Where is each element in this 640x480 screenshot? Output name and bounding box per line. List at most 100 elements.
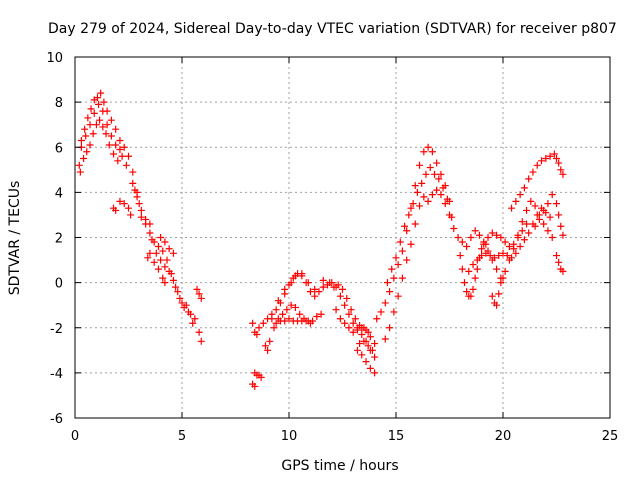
data-point [302,317,310,325]
data-point [336,292,344,300]
data-point [99,123,107,131]
data-point [527,197,535,205]
data-point [368,346,376,354]
data-point [484,234,492,241]
data-point [394,261,402,269]
data-point [422,170,430,178]
data-point [311,285,319,293]
data-point [401,222,409,230]
data-point [189,319,197,327]
data-point [349,328,357,336]
data-point [471,274,479,282]
data-point [253,331,261,339]
data-point [505,256,513,264]
data-point [418,179,426,187]
data-point [146,249,154,257]
data-point [172,283,180,291]
data-point [501,238,509,246]
data-point [193,285,201,293]
data-point [390,274,398,282]
data-point [409,200,417,208]
data-point [112,206,120,214]
data-point [298,270,306,278]
data-point [97,89,105,97]
data-point [161,263,169,271]
data-point [501,267,509,275]
data-point [154,243,162,251]
data-point [540,206,548,214]
data-point [454,234,462,241]
y-tick-label: 2 [55,232,63,247]
data-point [403,256,411,264]
data-point [460,279,468,287]
data-point [469,261,477,269]
data-point [112,141,120,149]
y-tick-label: 4 [55,186,63,201]
data-point [122,161,130,169]
data-point [559,267,567,275]
data-point [105,141,113,149]
data-point [443,195,451,203]
data-point [488,292,496,300]
data-point [195,328,203,336]
axes: 0 5 10 15 20 25 -6 -4 -2 0 2 4 6 8 10 [46,51,618,444]
data-point [467,234,475,241]
data-point [120,200,128,208]
data-point [345,310,353,318]
data-point [261,342,269,350]
data-point [161,279,169,287]
y-tick-label: 8 [55,96,63,111]
data-point [420,148,428,156]
data-point [296,310,304,318]
data-point [458,238,466,246]
data-point [332,306,340,314]
data-point [371,353,379,361]
data-point [306,288,314,296]
data-point [548,234,556,241]
data-point [291,303,299,311]
data-point [478,245,486,253]
data-point [272,319,280,327]
data-point [76,168,84,176]
data-point [347,306,355,314]
data-point [150,258,158,266]
data-point [458,265,466,273]
data-point [548,191,556,199]
data-point [488,229,496,237]
data-point [499,249,507,257]
data-point [152,249,160,257]
data-point [116,136,124,144]
data-point [559,170,567,178]
data-point [544,227,552,235]
data-point [107,132,115,140]
x-tick-label: 15 [388,429,405,444]
data-point [478,252,486,260]
data-point [493,301,501,309]
data-point [394,292,402,300]
data-point [407,204,415,212]
data-point [480,240,488,248]
data-point [516,191,524,199]
data-point [396,238,404,246]
data-point [353,346,361,354]
data-point [439,184,447,192]
data-point [89,130,97,138]
data-point [510,245,518,253]
data-point [555,211,563,219]
data-point [157,234,165,241]
data-series-sdtvar [75,89,567,390]
data-point [499,274,507,282]
data-point [433,186,441,194]
data-point [531,202,539,210]
data-point [428,191,436,199]
data-point [364,342,372,350]
data-point [383,279,391,287]
data-point [557,166,565,174]
data-point [514,231,522,239]
data-point [148,236,156,244]
data-point [159,274,167,282]
data-point [473,265,481,273]
data-point [87,105,95,113]
data-point [390,308,398,316]
